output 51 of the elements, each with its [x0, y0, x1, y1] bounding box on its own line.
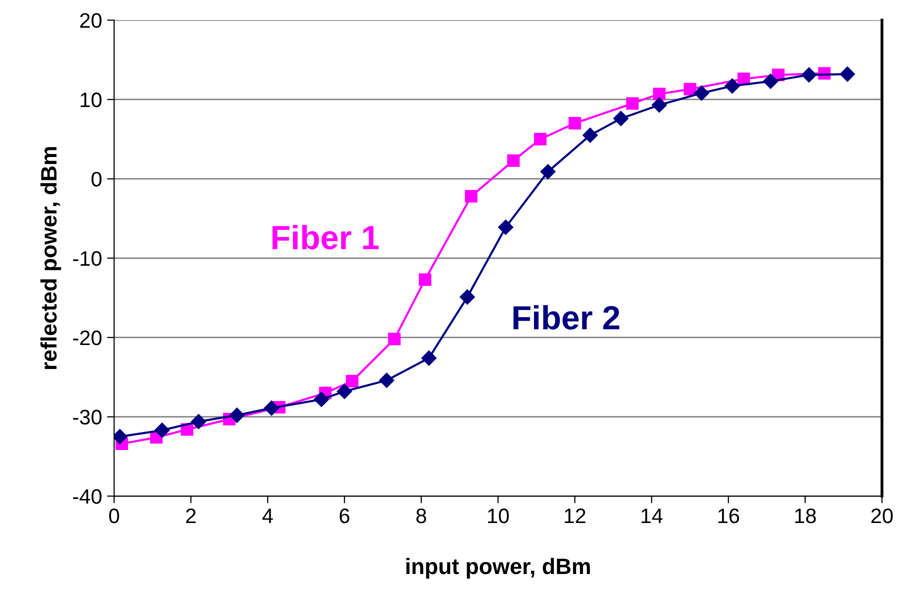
point [464, 190, 478, 203]
point [613, 110, 628, 126]
point [421, 350, 437, 366]
point [626, 97, 639, 110]
point [653, 88, 666, 100]
point [498, 220, 514, 235]
y-tick-label: -40 [73, 489, 102, 504]
point [763, 74, 778, 89]
x-tick-label: 0 [109, 508, 120, 524]
point [507, 154, 520, 167]
point [388, 332, 401, 346]
point [534, 132, 547, 146]
y-tick-label: 0 [92, 172, 102, 187]
point [840, 66, 855, 82]
point [540, 164, 556, 180]
x-tick-label: 20 [871, 508, 893, 524]
point [724, 78, 740, 94]
x-tick-label: 6 [340, 508, 350, 524]
point [652, 97, 667, 113]
point [694, 86, 710, 101]
point [346, 374, 358, 388]
point [379, 372, 394, 388]
y-tick-label: 20 [80, 13, 102, 28]
series-label: Fiber 1 [272, 224, 379, 250]
x-tick-label: 2 [186, 508, 196, 524]
x-tick-label: 18 [795, 508, 816, 524]
y-tick-label: -30 [73, 410, 102, 425]
point [418, 273, 432, 286]
point [314, 392, 330, 407]
y-tick-label: -10 [73, 251, 102, 266]
x-tick-label: 8 [416, 508, 426, 524]
x-tick-label: 12 [564, 508, 586, 524]
point [801, 67, 817, 82]
y-axis-title: reflected power, dBm [40, 147, 62, 370]
point [582, 128, 598, 143]
y-tick-label: 10 [80, 92, 102, 108]
point [460, 289, 475, 305]
point [191, 414, 206, 430]
x-tick-label: 4 [262, 508, 273, 524]
point [229, 408, 245, 423]
point [264, 400, 280, 416]
x-axis-title: input power, dBm [406, 558, 590, 579]
x-tick-label: 16 [718, 508, 740, 524]
series-label: Fiber 2 [514, 305, 620, 330]
point [154, 422, 170, 438]
point [684, 82, 696, 96]
x-tick-label: 14 [642, 508, 663, 524]
point [568, 117, 582, 130]
point [336, 384, 352, 399]
x-tick-label: 10 [488, 508, 509, 524]
y-tick-label: -20 [73, 330, 102, 346]
